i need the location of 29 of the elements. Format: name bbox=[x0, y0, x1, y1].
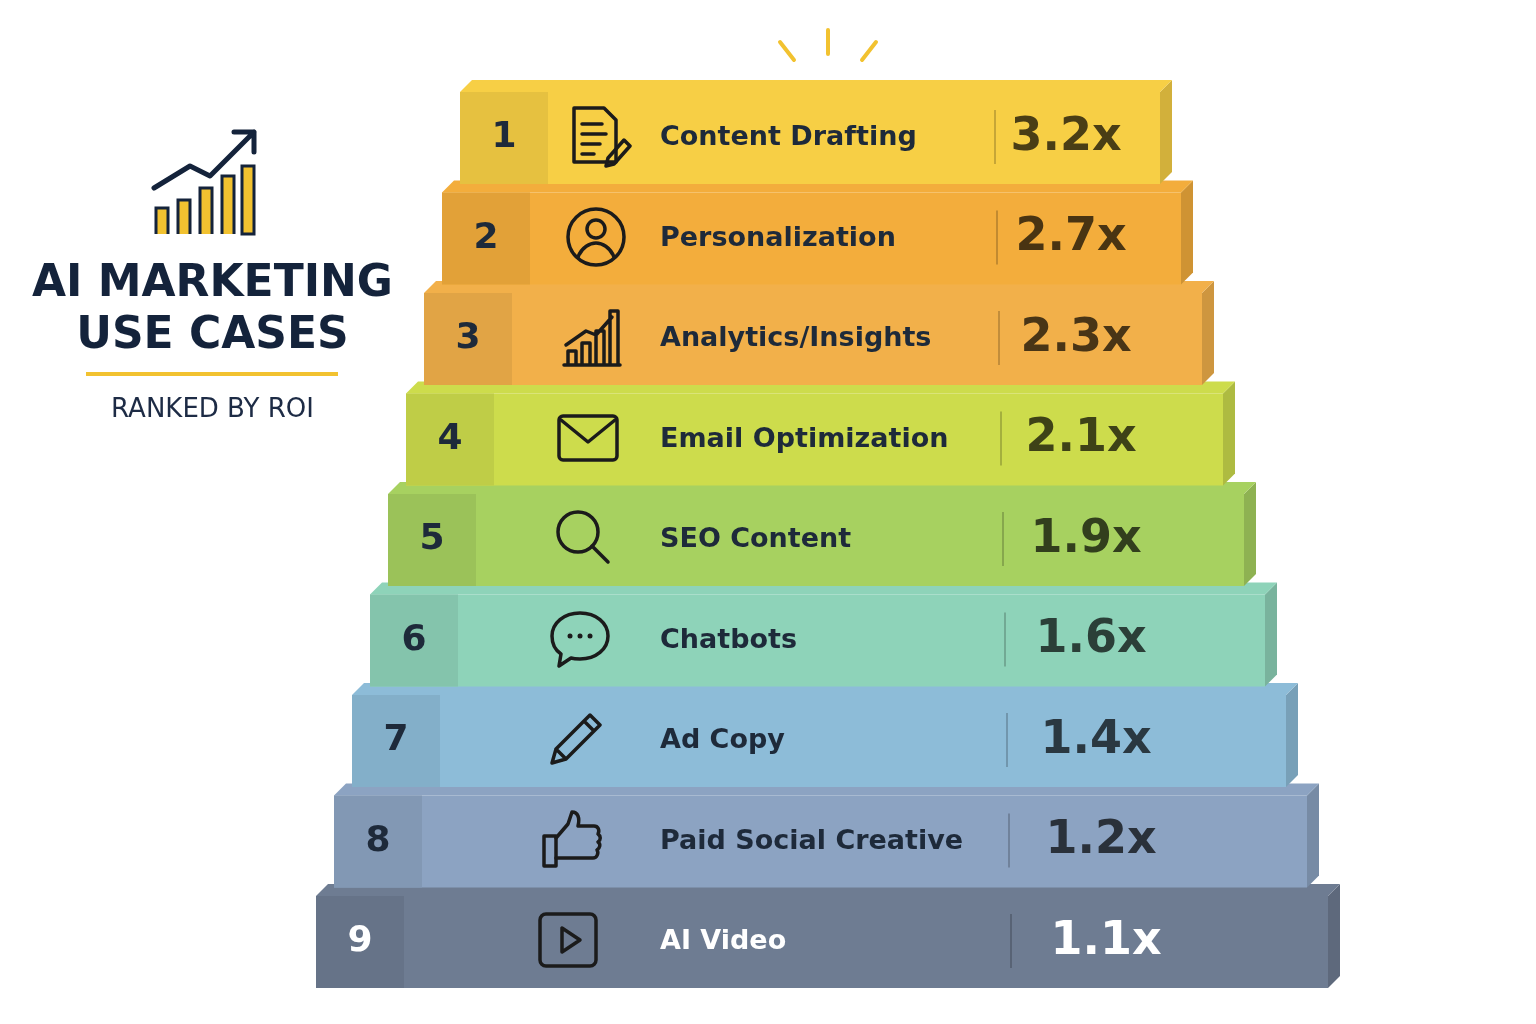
category-label: Ad Copy bbox=[660, 723, 786, 755]
text: 4 bbox=[437, 415, 463, 457]
text: 1 bbox=[491, 114, 517, 156]
category-label: AI Video bbox=[660, 924, 787, 956]
text: 5 bbox=[419, 516, 445, 558]
text: RANKED BY ROI bbox=[110, 393, 315, 423]
category-label: Analytics/Insights bbox=[660, 321, 932, 353]
text: 7 bbox=[383, 717, 409, 759]
category-label: Personalization bbox=[660, 220, 896, 252]
data-label: 1.6x bbox=[1035, 609, 1147, 664]
data-label: 2.7x bbox=[1015, 207, 1127, 262]
data-label: 2.1x bbox=[1025, 408, 1137, 463]
text: 9 bbox=[347, 918, 373, 960]
data-label: 2.3x bbox=[1020, 307, 1132, 362]
text: 3 bbox=[455, 315, 481, 357]
data-label: 3.2x bbox=[1010, 106, 1122, 161]
text: 2 bbox=[473, 214, 499, 256]
category-label: Content Drafting bbox=[660, 120, 917, 152]
category-label: Chatbots bbox=[660, 622, 798, 654]
data-label: 1.2x bbox=[1045, 810, 1157, 865]
data-label: 1.1x bbox=[1050, 910, 1162, 965]
category-label: Paid Social Creative bbox=[660, 823, 964, 855]
text: AI MARKETING USE CASES bbox=[31, 255, 394, 359]
category-label: Email Optimization bbox=[660, 421, 949, 453]
category-label: SEO Content bbox=[660, 522, 852, 554]
data-label: 1.4x bbox=[1040, 709, 1152, 764]
data-label: 1.9x bbox=[1030, 508, 1142, 563]
text: 8 bbox=[365, 817, 391, 859]
text: 6 bbox=[401, 616, 427, 658]
